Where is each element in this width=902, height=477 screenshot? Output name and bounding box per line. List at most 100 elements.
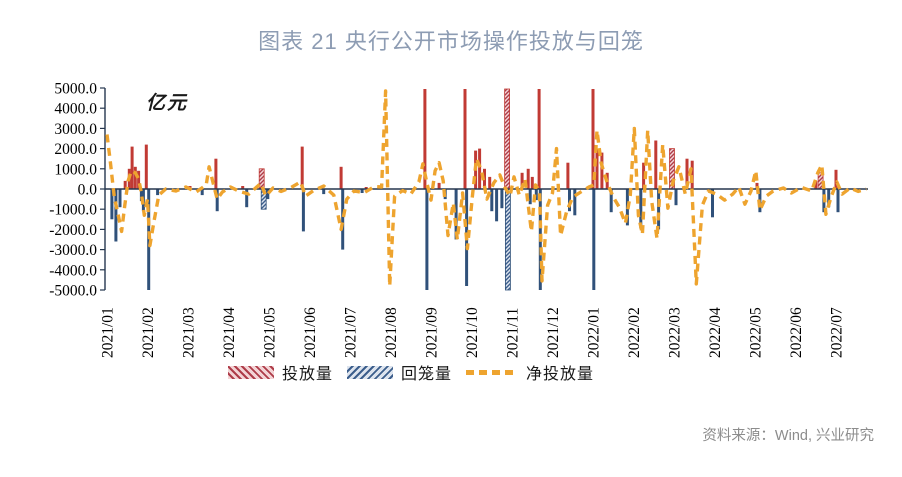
y-tick-label: -1000.0 [49, 202, 97, 219]
injection-bar [834, 169, 838, 189]
net-injection-line [105, 89, 867, 288]
x-tick-label: 2022/03 [667, 307, 684, 358]
withdrawal-bar [110, 189, 114, 220]
injection-bar [423, 89, 427, 189]
injection-bar [595, 148, 599, 189]
injection-bar [123, 180, 127, 189]
withdrawal-bar [657, 189, 661, 230]
y-tick-label: -3000.0 [49, 242, 97, 259]
injection-bar [300, 146, 304, 189]
withdrawal-bar [245, 189, 249, 208]
injection-bar [685, 158, 689, 189]
injection-bar [690, 160, 694, 189]
injection-bar [526, 168, 530, 189]
injection-bar [642, 162, 646, 189]
legend-item-withdrawal: 回笼量 [346, 360, 452, 384]
withdrawal-bar [341, 189, 345, 250]
data-source-note: 资料来源：Wind, 兴业研究 [702, 428, 874, 444]
x-tick-label: 2021/06 [302, 307, 319, 358]
injection-bar [537, 89, 541, 189]
x-tick-label: 2022/05 [748, 307, 765, 358]
y-tick-label: 0.0 [78, 182, 98, 199]
x-tick-label: 2022/02 [626, 307, 643, 358]
legend-label-net: 净投放量 [526, 366, 595, 383]
chart-title: 图表 21 央行公开市场操作投放与回笼 [258, 29, 644, 54]
withdrawal-bar [836, 189, 840, 213]
withdrawal-bar [156, 189, 160, 196]
legend-label-injection: 投放量 [281, 366, 333, 383]
x-tick-label: 2021/03 [181, 307, 198, 358]
withdrawal-bar [592, 189, 596, 290]
withdrawal-bar [215, 189, 219, 212]
withdrawal-bar [147, 189, 151, 290]
injection-hatch-swatch-icon [227, 365, 274, 379]
withdrawal-bar [504, 188, 511, 291]
injection-bar [463, 89, 467, 189]
y-tick-label: -2000.0 [49, 222, 97, 239]
withdrawal-bar [500, 189, 504, 209]
withdrawal-bar [495, 189, 499, 222]
withdrawal-bar [609, 189, 613, 213]
x-tick-label: 2022/04 [707, 307, 724, 358]
y-tick-label: 3000.0 [54, 121, 97, 138]
injection-bar [530, 176, 534, 189]
withdrawal-bar [200, 189, 204, 196]
injection-bar [133, 166, 137, 189]
withdrawal-bar [425, 189, 429, 290]
injection-bar [755, 182, 759, 189]
withdrawal-bar [534, 189, 538, 201]
withdrawal-hatch-swatch-icon [346, 365, 393, 379]
injection-bar [478, 148, 482, 189]
withdrawal-bar [639, 189, 643, 229]
x-tick-label: 2021/12 [545, 307, 562, 358]
injection-bar [520, 172, 524, 189]
withdrawal-bar [528, 189, 532, 205]
y-tick-label: 4000.0 [54, 101, 97, 118]
withdrawal-bar [360, 189, 364, 193]
y-tick-label: -5000.0 [49, 283, 97, 300]
withdrawal-bar [322, 189, 326, 195]
x-tick-label: 2021/08 [383, 307, 400, 358]
injection-bar [566, 162, 570, 189]
injection-bar [144, 144, 148, 189]
legend-item-net: 净投放量 [466, 360, 594, 384]
x-tick-label: 2021/09 [424, 307, 441, 358]
injection-bar [488, 176, 492, 189]
injection-bar [364, 187, 368, 189]
y-axis-unit-label: 亿元 [146, 93, 189, 114]
net-dash-swatch-icon [466, 369, 518, 375]
injection-bar [437, 182, 441, 189]
y-tick-label: 1000.0 [54, 161, 97, 178]
injection-bar [130, 146, 134, 189]
injection-bar [600, 152, 604, 189]
withdrawal-bar [674, 189, 678, 206]
injection-bar [214, 158, 218, 189]
y-tick-label: 5000.0 [54, 81, 97, 98]
injection-bar [137, 170, 141, 189]
x-tick-label: 2021/02 [140, 307, 157, 358]
withdrawal-bar [301, 189, 305, 232]
x-tick-label: 2021/10 [464, 307, 481, 358]
withdrawal-bar [118, 189, 122, 208]
x-tick-label: 2021/07 [343, 307, 360, 358]
x-tick-label: 2022/06 [788, 307, 805, 358]
x-tick-label: 2022/01 [586, 307, 603, 358]
x-tick-label: 2021/04 [221, 307, 238, 358]
withdrawal-bar [139, 189, 143, 202]
injection-bar [654, 140, 658, 189]
x-tick-label: 2021/11 [505, 308, 522, 358]
chart-legend: 投放量 回笼量 净投放量 [0, 360, 822, 384]
withdrawal-bar [573, 189, 577, 216]
x-tick-label: 2021/01 [100, 307, 117, 358]
withdrawal-bar [568, 189, 571, 212]
injection-bar [591, 89, 595, 189]
legend-label-withdrawal: 回笼量 [400, 366, 452, 383]
legend-item-injection: 投放量 [227, 360, 333, 384]
withdrawal-bar [490, 189, 494, 212]
x-tick-label: 2022/07 [829, 307, 846, 358]
withdrawal-bar [454, 189, 458, 240]
y-tick-label: -4000.0 [49, 262, 97, 279]
injection-bar [504, 88, 511, 190]
